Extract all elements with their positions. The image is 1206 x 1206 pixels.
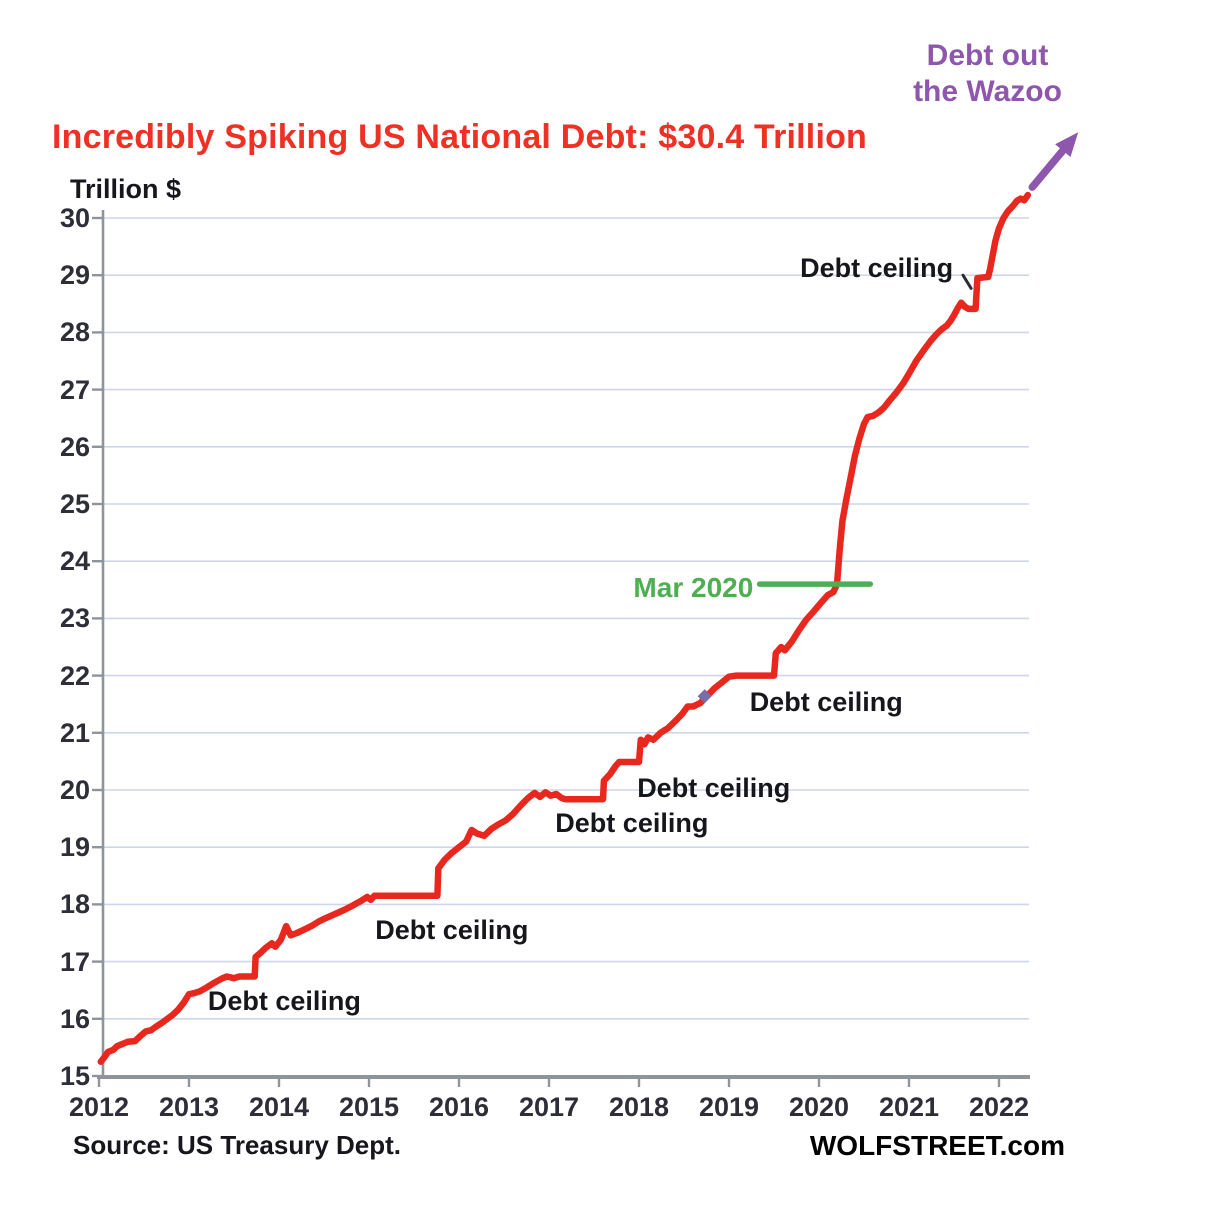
y-tick-label-26: 26 xyxy=(59,431,90,462)
annotation-debt-ceiling-2015: Debt ceiling xyxy=(375,915,529,946)
x-tick-label-2015: 2015 xyxy=(338,1092,400,1122)
wazoo-arrow-head xyxy=(1055,132,1079,158)
x-tick-label-2022: 2022 xyxy=(968,1092,1030,1122)
label-leader-dash xyxy=(961,273,973,290)
y-tick-label-27: 27 xyxy=(59,374,90,405)
annotation-debt-ceiling-2019: Debt ceiling xyxy=(749,687,903,718)
x-tick-label-2020: 2020 xyxy=(788,1092,850,1122)
brand-watermark: WOLFSTREET.com xyxy=(809,1130,1065,1161)
y-tick-label-28: 28 xyxy=(59,317,90,348)
annotation-debt-ceiling-2018: Debt ceiling xyxy=(637,772,791,803)
diamond-marker xyxy=(697,689,712,704)
x-tick-label-2016: 2016 xyxy=(428,1092,490,1122)
annotation-debt-ceiling-2013: Debt ceiling xyxy=(207,986,361,1017)
x-tick-label-2014: 2014 xyxy=(248,1092,310,1122)
y-tick-label-25: 25 xyxy=(59,489,90,519)
y-tick-label-24: 24 xyxy=(59,546,90,577)
y-tick-label-22: 22 xyxy=(59,660,90,691)
x-tick-label-2012: 2012 xyxy=(68,1092,130,1122)
wazoo-callout-line2: the Wazoo xyxy=(913,75,1062,108)
wazoo-callout-line1: Debt out xyxy=(926,39,1049,72)
y-tick-label-16: 16 xyxy=(59,1003,90,1034)
y-tick-label-29: 29 xyxy=(59,260,90,291)
y-tick-label-23: 23 xyxy=(59,603,90,634)
y-tick-label-18: 18 xyxy=(59,889,90,920)
annotation-debt-ceiling-2021: Debt ceiling xyxy=(800,252,954,283)
x-tick-label-2013: 2013 xyxy=(158,1092,220,1122)
annotation-debt-ceiling-2017: Debt ceiling xyxy=(555,808,709,839)
x-tick-label-2017: 2017 xyxy=(518,1092,580,1122)
national-debt-line xyxy=(97,191,1032,1065)
annotation-mar-2020: Mar 2020 xyxy=(633,572,754,604)
y-axis-unit-label: Trillion $ xyxy=(70,174,182,204)
x-tick-label-2019: 2019 xyxy=(698,1092,760,1122)
wazoo-callout: Debt out the Wazoo xyxy=(880,38,1095,110)
y-tick-label-30: 30 xyxy=(59,203,90,233)
source-credit: Source: US Treasury Dept. xyxy=(73,1130,401,1160)
x-tick-label-2018: 2018 xyxy=(608,1092,670,1122)
y-tick-label-19: 19 xyxy=(59,832,90,863)
y-tick-label-17: 17 xyxy=(59,946,90,977)
x-tick-label-2021: 2021 xyxy=(878,1092,940,1122)
y-tick-label-21: 21 xyxy=(59,717,90,748)
y-tick-label-20: 20 xyxy=(59,775,90,805)
y-tick-label-15: 15 xyxy=(59,1061,90,1091)
chart-title: Incredibly Spiking US National Debt: $30… xyxy=(52,118,868,156)
